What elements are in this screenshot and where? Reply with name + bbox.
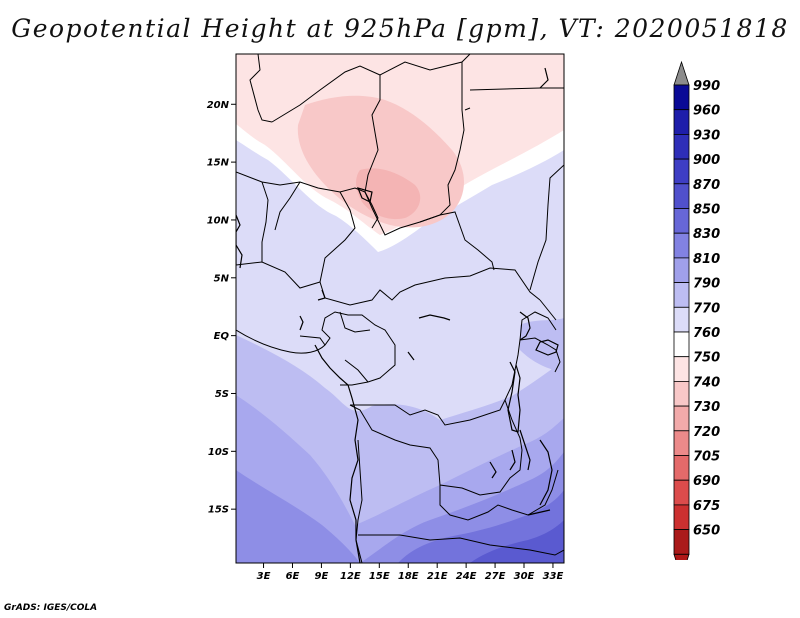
y-tick-label: 10S — [208, 447, 229, 458]
legend-swatch — [673, 232, 690, 259]
x-axis-ticks: 3E 6E 9E 12E 15E 18E 21E 24E 27E 30E 33E — [257, 563, 564, 582]
legend-label: 930 — [693, 128, 720, 143]
y-tick-label: 15S — [208, 505, 229, 516]
legend-label: 870 — [693, 178, 720, 193]
y-tick-label: 5S — [215, 389, 229, 400]
legend-label: 900 — [693, 153, 720, 168]
x-tick-label: 12E — [340, 571, 361, 582]
coastlines-lakes — [236, 67, 559, 563]
legend-swatch — [673, 380, 690, 407]
legend-arrow-bottom — [673, 553, 690, 560]
y-tick-label: 15N — [207, 158, 230, 169]
legend-swatch — [673, 405, 690, 432]
y-tick-label: 5N — [214, 273, 230, 284]
legend-swatch — [673, 282, 690, 308]
legend-swatch — [673, 306, 690, 333]
contour-fill-790-east — [520, 318, 564, 372]
legend-label: 650 — [693, 524, 720, 539]
map-frame — [235, 53, 565, 564]
legend-label: 960 — [693, 104, 720, 119]
y-tick-label: EQ — [214, 331, 230, 342]
y-tick-label: 10N — [207, 215, 230, 226]
legend-label: 810 — [693, 252, 720, 267]
x-tick-label: 6E — [286, 571, 300, 582]
legend-arrow-top — [673, 60, 690, 86]
contour-fill-830 — [236, 470, 360, 563]
legend-swatch — [673, 158, 690, 185]
legend-label: 720 — [693, 425, 720, 440]
x-tick-label: 3E — [257, 571, 271, 582]
x-tick-label: 27E — [485, 571, 506, 582]
legend-label: 790 — [693, 277, 720, 292]
legend-swatch — [673, 430, 690, 456]
legend-label: 730 — [693, 400, 720, 415]
legend-swatch — [673, 331, 690, 358]
legend-label: 760 — [693, 326, 720, 341]
color-legend: 990 960 930 900 870 850 830 810 790 770 760 750 740 7… — [673, 60, 720, 560]
x-tick-label: 33E — [543, 571, 564, 582]
x-tick-label: 18E — [398, 571, 419, 582]
y-tick-label: 20N — [207, 100, 230, 111]
x-tick-label: 30E — [514, 571, 535, 582]
legend-swatch — [673, 134, 690, 160]
legend-label: 990 — [693, 79, 720, 94]
legend-label: 770 — [693, 301, 720, 316]
legend-label: 830 — [693, 227, 720, 242]
chart-title: Geopotential Height at 925hPa [gpm], VT:… — [11, 14, 789, 43]
x-tick-label: 21E — [427, 571, 448, 582]
contour-fill-730 — [356, 168, 421, 220]
legend-swatch — [673, 109, 690, 135]
x-tick-label: 15E — [369, 571, 390, 582]
y-axis-ticks: 20N 15N 10N 5N EQ 5S 10S 15S — [207, 100, 236, 516]
x-tick-label: 9E — [315, 571, 329, 582]
legend-swatch — [673, 356, 690, 382]
legend-label: 750 — [693, 351, 720, 366]
legend-swatch — [673, 529, 690, 555]
legend-swatch — [673, 257, 690, 283]
legend-label: 850 — [693, 203, 720, 218]
legend-label: 740 — [693, 375, 720, 390]
legend-label: 675 — [693, 499, 720, 514]
map-panel — [236, 54, 564, 563]
legend-swatch — [673, 84, 690, 111]
legend-swatch — [673, 504, 690, 530]
legend-swatch — [673, 479, 690, 506]
legend-swatch — [673, 455, 690, 481]
contour-fill-740 — [297, 95, 464, 228]
legend-swatch — [673, 183, 690, 209]
legend-label: 705 — [693, 450, 720, 465]
legend-swatch — [673, 208, 690, 234]
grads-credit: GrADS: IGES/COLA — [4, 603, 98, 613]
legend-label: 690 — [693, 474, 720, 489]
x-tick-label: 24E — [456, 571, 477, 582]
